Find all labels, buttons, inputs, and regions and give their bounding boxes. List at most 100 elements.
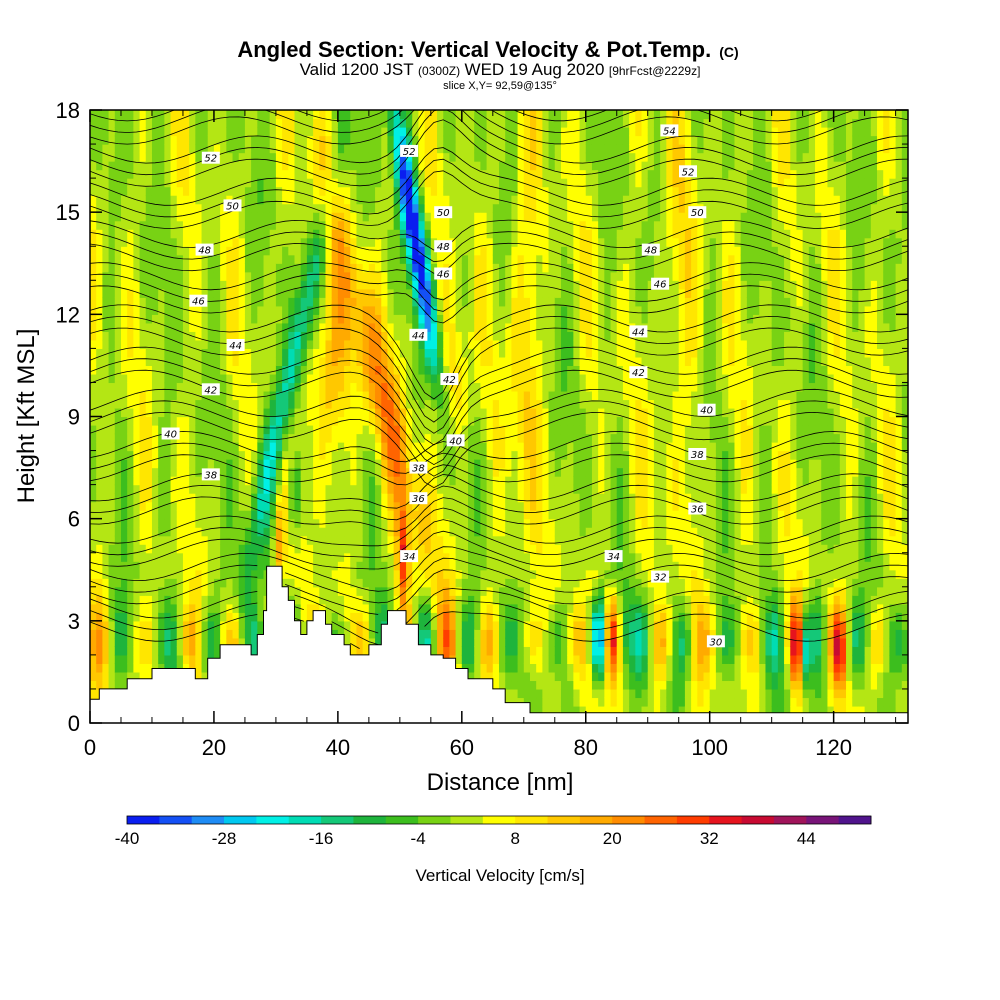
velocity-cell [430,288,438,298]
velocity-cell [362,510,370,520]
velocity-cell [362,433,370,443]
velocity-cell [300,169,308,179]
velocity-cell [337,518,345,528]
velocity-cell [313,476,320,486]
velocity-cell [120,110,128,120]
velocity-cell [102,348,110,358]
velocity-cell [430,629,438,639]
velocity-cell [133,382,141,392]
velocity-cell [486,178,494,188]
velocity-cell [313,552,320,562]
velocity-cell [499,595,506,605]
velocity-cell [393,169,401,179]
velocity-cell [399,493,407,503]
velocity-cell [189,237,196,247]
velocity-cell [356,476,364,486]
velocity-cell [158,195,165,205]
velocity-cell [213,501,221,511]
velocity-cell [455,365,463,375]
velocity-cell [263,288,271,298]
velocity-cell [139,254,147,264]
velocity-cell [399,390,407,401]
velocity-cell [151,527,159,537]
velocity-cell [492,314,500,324]
velocity-cell [492,280,500,290]
velocity-cell [480,161,488,171]
velocity-cell [424,297,432,307]
velocity-cell [350,322,358,332]
velocity-cell [499,552,506,562]
velocity-cell [158,603,165,613]
velocity-cell [213,416,221,426]
velocity-cell [430,297,438,307]
velocity-cell [393,569,401,579]
velocity-cell [492,161,500,171]
velocity-cell [461,544,469,554]
velocity-cell [201,407,209,418]
velocity-cell [437,356,444,367]
velocity-cell [182,288,190,298]
velocity-cell [145,203,153,213]
velocity-cell [213,442,221,452]
velocity-cell [505,671,512,682]
velocity-cell [232,297,240,307]
velocity-cell [362,399,370,409]
velocity-cell [412,365,420,375]
velocity-cell [511,603,519,613]
velocity-cell [114,331,122,341]
velocity-cell [207,339,215,349]
velocity-cell [288,203,296,213]
velocity-cell [424,535,432,545]
velocity-cell [158,544,165,554]
velocity-cell [195,518,203,528]
velocity-cell [443,484,451,494]
velocity-cell [468,161,475,171]
velocity-cell [399,578,407,588]
velocity-cell [300,612,308,622]
velocity-cell [220,288,227,298]
velocity-cell [96,586,103,596]
velocity-cell [306,297,314,307]
velocity-cell [325,527,333,537]
velocity-cell [486,663,494,673]
velocity-cell [108,178,116,188]
velocity-cell [356,280,364,290]
velocity-cell [201,390,209,401]
velocity-cell [505,637,512,647]
velocity-cell [90,118,97,128]
velocity-cell [151,331,159,341]
velocity-cell [96,450,103,460]
velocity-cell [356,203,364,213]
velocity-cell [269,561,277,571]
velocity-cell [306,203,314,213]
velocity-cell [201,654,209,664]
velocity-cell [96,629,103,639]
velocity-cell [356,152,364,162]
velocity-cell [393,595,401,605]
velocity-cell [381,297,389,307]
velocity-cell [505,416,512,426]
velocity-cell [201,161,209,171]
velocity-cell [176,493,184,503]
velocity-cell [108,339,116,349]
velocity-cell [182,271,190,281]
velocity-cell [263,186,271,196]
velocity-cell [294,280,302,290]
velocity-cell [331,603,339,613]
velocity-cell [195,186,203,196]
velocity-cell [306,425,314,435]
velocity-cell [468,322,475,332]
velocity-cell [344,552,351,562]
velocity-cell [368,212,376,222]
velocity-cell [96,569,103,579]
velocity-cell [207,169,215,179]
velocity-cell [375,127,382,137]
velocity-cell [120,263,128,273]
velocity-cell [139,373,147,384]
velocity-cell [139,186,147,196]
velocity-cell [325,467,333,477]
velocity-cell [300,152,308,162]
velocity-cell [306,484,314,494]
velocity-cell [474,118,482,128]
velocity-cell [102,254,110,264]
